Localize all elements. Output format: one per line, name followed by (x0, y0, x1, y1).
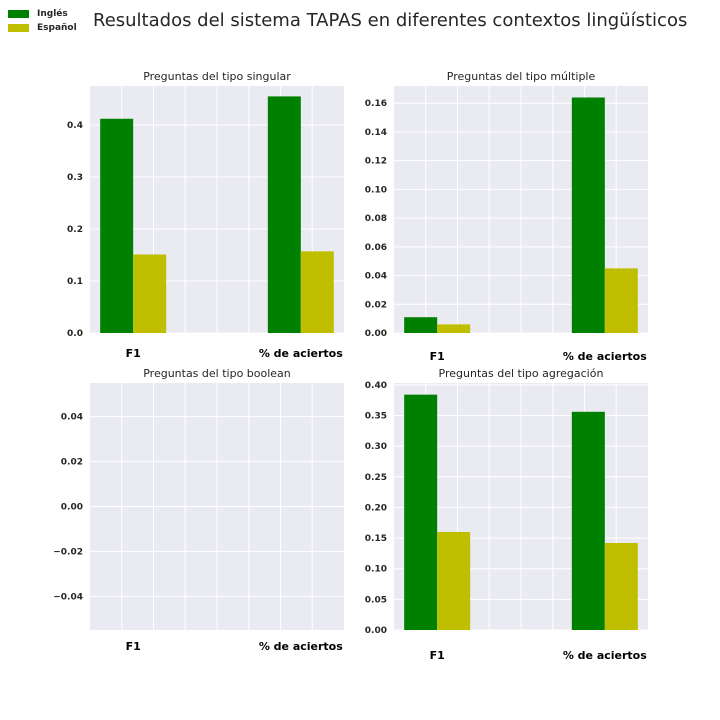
y-tick-label: 0.12 (365, 157, 387, 167)
y-tick-label: 0.4 (67, 121, 83, 131)
bar (604, 268, 638, 333)
y-tick-label: 0.15 (365, 534, 387, 544)
y-tick-label: 0.35 (365, 411, 387, 421)
y-tick-label: 0.00 (365, 626, 387, 636)
y-tick-label: 0.02 (365, 300, 387, 310)
y-tick-label: 0.3 (67, 173, 83, 183)
x-tick-label: F1 (430, 350, 445, 363)
x-tick-label: % de aciertos (563, 350, 647, 363)
bar (133, 254, 167, 333)
y-tick-label: 0.40 (365, 381, 387, 391)
y-tick-label: −0.04 (53, 592, 83, 602)
y-tick-label: 0.00 (365, 329, 387, 339)
y-tick-label: 0.06 (365, 243, 387, 253)
bar (404, 394, 438, 630)
y-tick-label: 0.04 (61, 413, 83, 423)
x-tick-label: F1 (430, 649, 445, 662)
x-tick-label: % de aciertos (259, 347, 343, 360)
panel-title: Preguntas del tipo singular (143, 70, 291, 83)
y-tick-label: 0.30 (365, 442, 387, 452)
panel-title: Preguntas del tipo múltiple (447, 70, 596, 83)
bar (571, 411, 605, 630)
legend: Inglés Español (8, 7, 77, 35)
x-tick-label: F1 (126, 640, 141, 653)
legend-swatch-espanol (8, 24, 29, 32)
y-tick-label: 0.10 (365, 185, 387, 195)
x-tick-label: % de aciertos (563, 649, 647, 662)
x-tick-label: F1 (126, 347, 141, 360)
bar (404, 317, 438, 333)
legend-label-espanol: Español (37, 23, 77, 33)
y-tick-label: 0.05 (365, 595, 387, 605)
y-tick-label: 0.08 (365, 214, 387, 224)
legend-item-ingles: Inglés (8, 7, 77, 21)
y-tick-label: 0.04 (365, 272, 387, 282)
y-tick-label: 0.00 (61, 503, 83, 513)
y-tick-label: 0.10 (365, 565, 387, 575)
bar (300, 251, 334, 333)
bar (100, 118, 134, 333)
legend-label-ingles: Inglés (37, 9, 68, 19)
y-tick-label: 0.20 (365, 503, 387, 513)
bar (267, 96, 301, 334)
y-tick-label: 0.2 (67, 225, 83, 235)
panel-title: Preguntas del tipo agregación (439, 367, 604, 380)
bar (437, 531, 471, 630)
y-tick-label: 0.16 (365, 99, 387, 109)
bar (437, 324, 471, 333)
x-tick-label: % de aciertos (259, 640, 343, 653)
y-tick-label: 0.1 (67, 277, 83, 287)
y-tick-label: 0.0 (67, 329, 83, 339)
legend-item-espanol: Español (8, 21, 77, 35)
y-tick-label: 0.14 (365, 128, 387, 138)
y-tick-label: 0.02 (61, 458, 83, 468)
bar (571, 97, 605, 333)
chart-title: Resultados del sistema TAPAS en diferent… (93, 10, 688, 31)
y-tick-label: 0.25 (365, 473, 387, 483)
y-tick-label: −0.02 (53, 547, 83, 557)
legend-swatch-ingles (8, 10, 29, 18)
panel-title: Preguntas del tipo boolean (143, 367, 291, 380)
bar (604, 542, 638, 630)
